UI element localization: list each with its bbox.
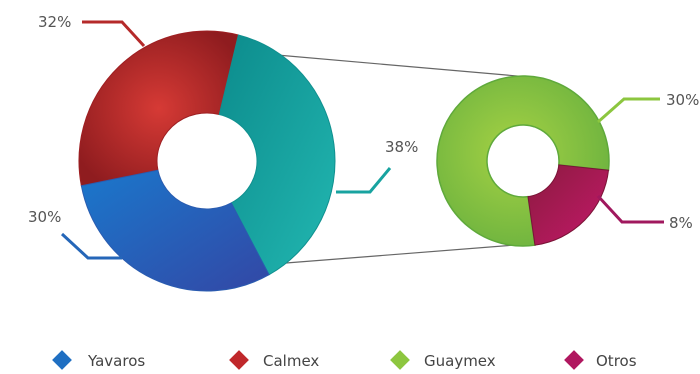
slice-guaymex	[436, 75, 610, 247]
legend-item-yavaros: Yavaros	[52, 350, 145, 370]
data-label-guaymex: 30%	[666, 91, 699, 109]
legend-item-guaymex: Guaymex	[390, 350, 496, 370]
donut-large	[78, 30, 336, 292]
legend-label-yavaros: Yavaros	[87, 352, 145, 370]
leader-line-otros	[596, 194, 664, 224]
slice-guaymex-group	[218, 34, 336, 276]
legend-label-guaymex: Guaymex	[424, 352, 496, 370]
legend-swatch-calmex	[229, 350, 249, 370]
data-label-otros: 8%	[669, 214, 693, 232]
leader-line-guaymex-group	[336, 167, 392, 194]
donut-small	[436, 75, 610, 247]
data-label-yavaros: 30%	[28, 208, 61, 226]
legend-swatch-guaymex	[390, 350, 410, 370]
legend-swatch-otros	[564, 350, 584, 370]
connector-top-line	[276, 54, 541, 79]
legend-item-calmex: Calmex	[229, 350, 319, 370]
data-label-guaymex-group: 38%	[385, 138, 418, 156]
connector-bottom-line	[285, 243, 529, 264]
leader-line-yavaros	[60, 232, 122, 260]
slice-calmex	[78, 30, 240, 187]
leader-line-guaymex	[597, 97, 660, 124]
leader-line-calmex	[82, 20, 146, 48]
legend-label-calmex: Calmex	[263, 352, 319, 370]
slice-yavaros	[80, 169, 270, 292]
legend-swatch-yavaros	[52, 350, 72, 370]
data-label-calmex: 32%	[38, 13, 71, 31]
legend-label-otros: Otros	[596, 352, 637, 370]
legend: Yavaros Calmex Guaymex Otros	[52, 350, 637, 370]
legend-item-otros: Otros	[564, 350, 637, 370]
slice-otros	[527, 164, 610, 246]
